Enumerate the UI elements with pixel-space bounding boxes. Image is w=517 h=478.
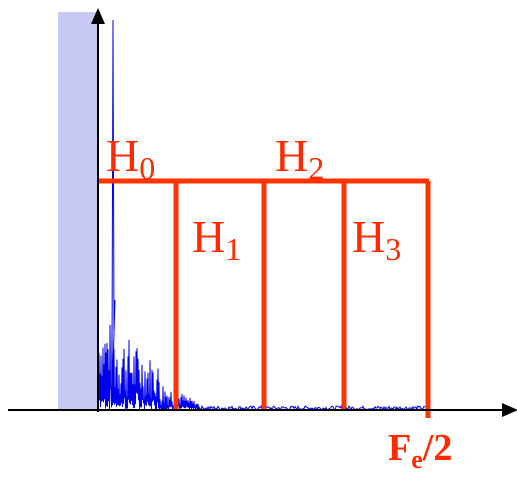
spectrum-trace [98, 19, 426, 412]
filter-bank-lines [98, 178, 431, 418]
axes [8, 8, 517, 417]
label-h2: H2 [275, 130, 324, 186]
label-h1: H1 [192, 211, 241, 267]
label-fe-half: Fe/2 [388, 427, 452, 474]
shaded-band [58, 12, 98, 410]
label-h0: H0 [106, 130, 155, 186]
label-h3: H3 [352, 211, 401, 267]
y-axis-arrow [91, 8, 105, 24]
x-axis-arrow [502, 403, 517, 417]
